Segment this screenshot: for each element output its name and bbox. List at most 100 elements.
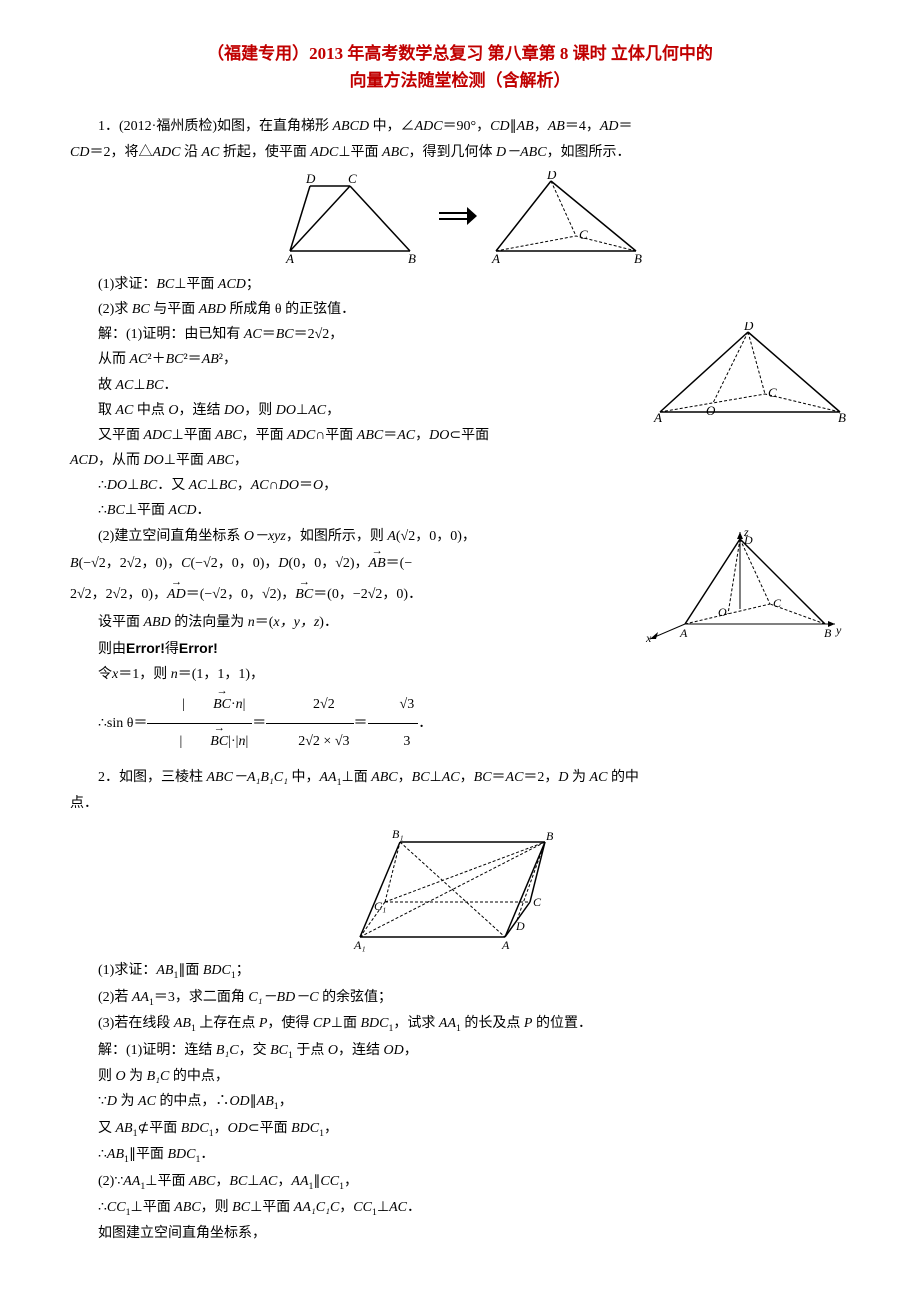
title-line-2: 向量方法随堂检测（含解析） — [350, 71, 571, 90]
text: 为 — [126, 1069, 147, 1084]
text: 解：(1)证明：连结 — [98, 1043, 216, 1058]
text: ， — [234, 453, 248, 468]
text: (3)若在线段 — [98, 1016, 174, 1031]
text: (2)求 — [98, 302, 132, 317]
text: 的法向量为 — [171, 615, 248, 630]
math-var: ADC — [310, 145, 338, 160]
text: ∵ — [98, 1094, 107, 1109]
solution-3-2: 则 O 为 B₁C 的中点， — [70, 1064, 850, 1089]
text: ∩平面 — [315, 428, 357, 443]
text: ， — [214, 1121, 228, 1136]
text: 如图建立空间直角坐标系， — [98, 1226, 266, 1241]
text: ＝( — [255, 615, 274, 630]
math-var: ACD — [169, 503, 197, 518]
text: 点． — [70, 796, 98, 811]
solution-3-3: ∵D 为 AC 的中点，∴OD∥AB1， — [70, 1089, 850, 1115]
svg-text:D: D — [305, 171, 316, 186]
text: ⊥面 — [342, 770, 372, 785]
text: ⊥ — [296, 403, 308, 418]
math-var: n — [248, 615, 255, 630]
denominator: 2√2 × √3 — [266, 724, 353, 760]
math-var: AB — [548, 119, 565, 134]
math-var: AA — [132, 990, 149, 1005]
math-var: AC — [201, 145, 219, 160]
math-var: BC — [156, 277, 174, 292]
math-var: ABC — [371, 770, 397, 785]
svg-text:A: A — [653, 410, 662, 425]
text: ∴sin θ＝ — [98, 716, 147, 731]
svg-text:C: C — [533, 895, 542, 909]
text: (2)若 — [98, 990, 132, 1005]
text: 的位置． — [532, 1016, 592, 1031]
svg-text:B: B — [408, 251, 416, 266]
math-var: AA — [319, 770, 336, 785]
svg-text:A: A — [679, 626, 688, 640]
text: ， — [339, 1200, 353, 1215]
svg-text:D: D — [515, 919, 525, 933]
question-1-1: (1)求证：BC⊥平面 ACD； — [70, 272, 850, 297]
math-var: DO — [279, 478, 299, 493]
math-var: BDC — [361, 1016, 389, 1031]
math-var: AC — [397, 428, 415, 443]
fraction-3: √33 — [368, 687, 419, 761]
svg-text:A: A — [491, 251, 500, 266]
math-var: O — [313, 478, 323, 493]
math-var: ADC — [287, 428, 315, 443]
text: ⊥ — [207, 478, 219, 493]
svg-text:C: C — [768, 385, 777, 400]
svg-text:A₁: A₁ — [353, 938, 366, 952]
text: )． — [319, 615, 338, 630]
text: 为 — [117, 1094, 138, 1109]
math-var: AC — [130, 352, 148, 367]
text: ， — [324, 1121, 338, 1136]
text: 1．(2012·福州质检)如图，在直角梯形 — [98, 119, 333, 134]
text: ⊥ — [133, 378, 145, 393]
text: 上存在点 — [196, 1016, 259, 1031]
math-var: AC — [506, 770, 524, 785]
text: ＝(−√2，0，√2)， — [186, 587, 296, 602]
math-var: OD — [229, 1094, 249, 1109]
text: ⊥平面 — [174, 277, 218, 292]
text: ＝(− — [386, 556, 413, 571]
fraction-2: 2√22√2 × √3 — [266, 687, 353, 761]
text: (−√2，0，0)， — [191, 556, 279, 571]
question-2-1: (1)求证：AB1∥面 BDC1； — [70, 958, 850, 984]
svg-text:B: B — [634, 251, 642, 266]
numerator: √3 — [368, 687, 419, 724]
problem-1-statement: 1．(2012·福州质检)如图，在直角梯形 ABCD 中，∠ADC＝90°，CD… — [70, 114, 850, 139]
text: ＝2，将△ — [89, 145, 152, 160]
math-var: DO — [144, 453, 164, 468]
coordinate-figure: A B C D O z y x — [640, 524, 850, 644]
arrow-icon — [433, 171, 477, 266]
solution-3-7: ∴CC1⊥平面 ABC，则 BC⊥平面 AA₁C₁C，CC1⊥AC． — [70, 1195, 850, 1221]
svg-text:C: C — [348, 171, 357, 186]
svg-text:B: B — [838, 410, 846, 425]
math-var: OD — [384, 1043, 404, 1058]
text: ²， — [219, 352, 237, 367]
math-var: BC — [232, 1200, 250, 1215]
text: ⊥平面 — [250, 1200, 294, 1215]
math-var: AB — [116, 1121, 133, 1136]
solution-3-8: 如图建立空间直角坐标系， — [70, 1221, 850, 1246]
text: ⊥ — [377, 1200, 389, 1215]
svg-text:B: B — [824, 626, 832, 640]
trapezoid-figure: A B C D — [270, 171, 430, 266]
svg-text:z: z — [743, 525, 749, 539]
text: 则由 — [98, 642, 126, 657]
text: ＝3，求二面角 — [154, 990, 249, 1005]
text: ⊥ — [127, 478, 139, 493]
math-var: BC — [412, 770, 430, 785]
math-var: BC — [474, 770, 492, 785]
math-var: AB — [156, 963, 173, 978]
solution-3-5: ∴AB1∥平面 BDC1． — [70, 1142, 850, 1168]
math-var: AC — [138, 1094, 156, 1109]
math-var: ABC — [215, 428, 241, 443]
math-var: BC — [276, 327, 294, 342]
text: ，如图所示． — [547, 145, 631, 160]
text: ， — [277, 1174, 291, 1189]
text: ； — [246, 277, 260, 292]
math-var: AA — [123, 1174, 140, 1189]
text: ． — [418, 716, 432, 731]
text: 沿 — [180, 145, 201, 160]
text: ， — [534, 119, 548, 134]
